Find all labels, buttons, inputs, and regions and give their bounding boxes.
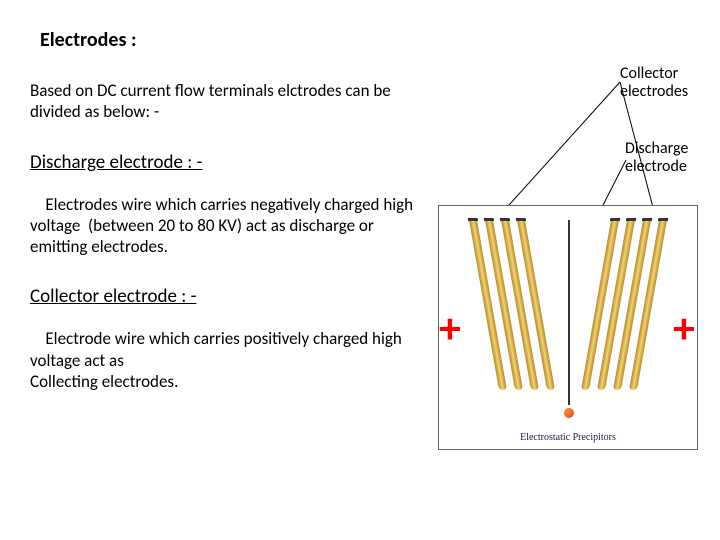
annotation-collector: Collector electrodes [620,65,710,102]
precipitator-illustration: + + Electrostatic Precipitors [438,205,698,450]
intro-text: Based on DC current flow terminals elctr… [30,80,430,123]
plus-icon: + [673,306,695,350]
diagram-caption: Electrostatic Precipitors [439,432,697,443]
plus-icon: + [439,306,461,350]
page-title: Electrodes : [40,28,430,52]
particle-icon [564,408,574,418]
discharge-heading: Discharge electrode : - [30,151,430,174]
annotation-discharge: Discharge electrode [625,140,715,177]
discharge-body: Electrodes wire which carries negatively… [30,194,430,258]
collector-body: Electrode wire which carries positively … [30,328,430,392]
collector-heading: Collector electrode : - [30,285,430,308]
diagram-area: Collector electrodes Discharge electrode… [430,60,720,500]
discharge-wire [568,220,570,405]
